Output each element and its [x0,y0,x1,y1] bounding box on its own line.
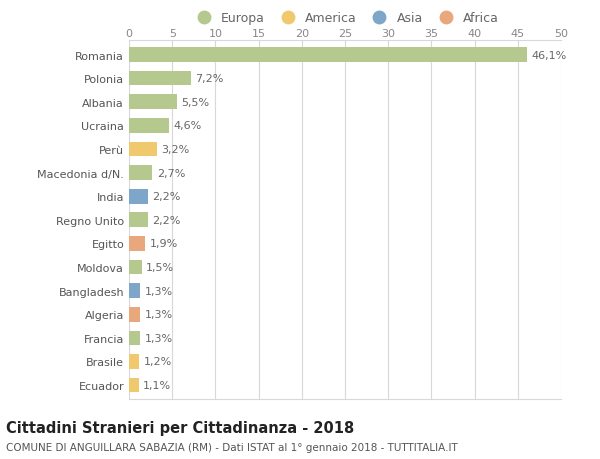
Bar [129,307,140,322]
Text: Cittadini Stranieri per Cittadinanza - 2018: Cittadini Stranieri per Cittadinanza - 2… [6,420,354,435]
Text: 2,2%: 2,2% [152,215,181,225]
Text: 5,5%: 5,5% [181,98,209,107]
Bar [129,48,527,63]
Bar [129,142,157,157]
Bar [129,284,140,298]
Bar [129,72,191,86]
Text: 1,3%: 1,3% [145,286,173,296]
Legend: Europa, America, Asia, Africa: Europa, America, Asia, Africa [188,10,502,28]
Text: 1,5%: 1,5% [146,263,175,273]
Bar [129,260,142,275]
Text: 1,2%: 1,2% [143,357,172,367]
Text: 1,1%: 1,1% [143,380,171,390]
Text: 2,2%: 2,2% [152,192,181,202]
Text: 1,3%: 1,3% [145,333,173,343]
Bar [129,166,152,180]
Bar [129,190,148,204]
Text: 3,2%: 3,2% [161,145,189,155]
Bar [129,378,139,392]
Text: 2,7%: 2,7% [157,168,185,178]
Bar [129,354,139,369]
Bar [129,331,140,345]
Text: 7,2%: 7,2% [196,74,224,84]
Bar [129,213,148,228]
Text: 1,9%: 1,9% [150,239,178,249]
Bar [129,95,176,110]
Text: 4,6%: 4,6% [173,121,202,131]
Text: 46,1%: 46,1% [532,50,567,61]
Text: COMUNE DI ANGUILLARA SABAZIA (RM) - Dati ISTAT al 1° gennaio 2018 - TUTTITALIA.I: COMUNE DI ANGUILLARA SABAZIA (RM) - Dati… [6,442,458,452]
Bar [129,236,145,251]
Bar [129,119,169,134]
Text: 1,3%: 1,3% [145,309,173,319]
